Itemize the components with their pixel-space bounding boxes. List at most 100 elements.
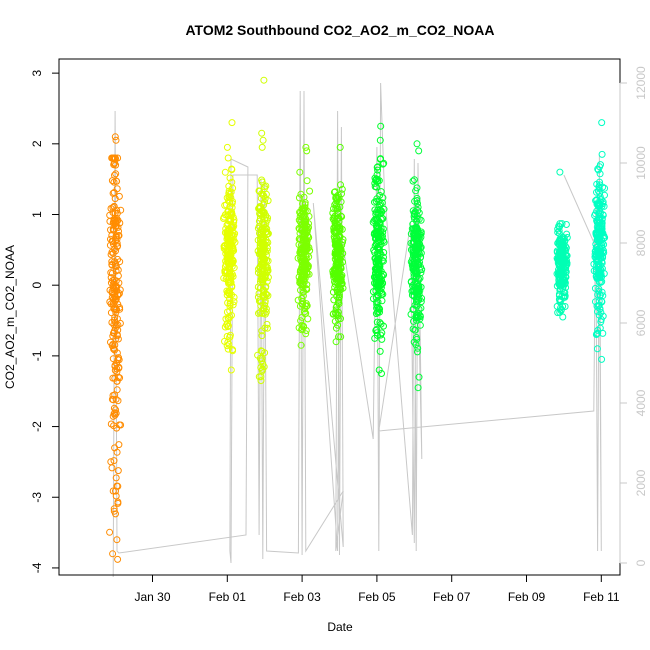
data-point xyxy=(259,228,267,236)
data-point xyxy=(225,208,232,215)
data-point xyxy=(116,258,124,266)
data-point xyxy=(226,307,234,315)
data-point xyxy=(415,373,423,381)
data-point xyxy=(112,309,120,317)
data-point xyxy=(413,140,421,148)
data-point xyxy=(302,255,310,263)
data-point xyxy=(415,147,423,155)
series-flight-7 xyxy=(407,140,426,392)
data-point xyxy=(334,321,342,329)
data-point xyxy=(259,236,267,244)
data-point xyxy=(373,278,381,286)
data-point xyxy=(109,225,117,233)
data-point xyxy=(413,293,421,301)
data-point xyxy=(223,221,231,229)
data-point xyxy=(301,235,309,243)
data-point xyxy=(110,505,118,513)
data-point xyxy=(296,229,304,237)
data-point xyxy=(260,363,268,371)
data-point xyxy=(115,441,123,449)
x-tick-label: Feb 03 xyxy=(283,590,321,604)
data-point xyxy=(261,302,269,309)
data-point xyxy=(262,214,270,222)
data-point xyxy=(110,457,118,465)
data-point xyxy=(108,248,116,256)
data-point xyxy=(107,458,115,466)
altitude-trace-layer xyxy=(112,82,602,578)
data-point xyxy=(220,245,228,252)
data-point xyxy=(114,335,122,343)
data-point xyxy=(258,129,266,137)
data-point xyxy=(108,395,116,403)
data-point xyxy=(108,319,116,326)
data-point xyxy=(335,275,343,283)
data-point xyxy=(413,269,421,277)
data-point xyxy=(598,297,606,305)
data-point xyxy=(337,181,344,189)
data-point xyxy=(597,266,605,274)
x-axis: Jan 30 Feb 01 Feb 03 Feb 05 Feb 07 Feb 09 Feb … xyxy=(134,574,620,604)
data-point xyxy=(598,239,606,247)
data-point xyxy=(303,245,311,253)
data-point xyxy=(229,198,236,205)
data-point xyxy=(115,290,123,298)
data-point xyxy=(376,319,384,327)
y2-tick-label: 8000 xyxy=(634,229,648,256)
data-point xyxy=(303,147,311,155)
data-point xyxy=(561,303,569,310)
data-point xyxy=(408,259,416,267)
data-point xyxy=(112,177,120,185)
data-point xyxy=(294,254,302,262)
series-flight-4 xyxy=(294,143,314,349)
data-point xyxy=(373,259,381,267)
data-point xyxy=(592,268,600,276)
data-point xyxy=(111,411,119,419)
data-point xyxy=(375,255,383,263)
data-point xyxy=(413,314,421,322)
data-point xyxy=(108,231,116,239)
data-point xyxy=(555,292,563,300)
data-point xyxy=(337,212,345,220)
data-point xyxy=(559,313,567,321)
data-point xyxy=(106,528,114,536)
data-point xyxy=(554,228,562,236)
data-point xyxy=(378,370,385,377)
data-point xyxy=(556,239,564,247)
data-point xyxy=(110,345,118,353)
data-point xyxy=(306,187,314,195)
data-point xyxy=(595,311,603,319)
data-point xyxy=(592,273,600,281)
data-point xyxy=(258,332,266,340)
series-flight-2 xyxy=(220,119,239,374)
y2-axis: 0 2000 4000 6000 8000 10000 12000 xyxy=(619,66,648,566)
data-point xyxy=(563,230,571,238)
y-tick-label: 3 xyxy=(30,69,44,76)
data-point xyxy=(108,269,116,277)
data-point xyxy=(224,154,232,162)
series-flight-1 xyxy=(106,133,125,563)
data-point xyxy=(411,243,419,251)
data-point xyxy=(108,258,116,266)
data-point xyxy=(297,255,305,263)
data-point xyxy=(261,349,269,357)
data-point xyxy=(332,338,340,346)
data-point xyxy=(295,194,303,202)
data-point xyxy=(594,326,602,334)
data-point xyxy=(302,264,310,272)
data-point xyxy=(338,190,345,198)
data-point xyxy=(109,295,117,303)
data-point xyxy=(302,327,310,334)
data-point xyxy=(329,310,337,318)
data-point xyxy=(108,288,116,295)
data-point xyxy=(413,197,421,204)
series-flight-8b xyxy=(590,119,609,363)
data-point xyxy=(260,192,268,200)
data-point xyxy=(260,220,268,228)
x-tick-label: Feb 01 xyxy=(209,590,247,604)
data-point xyxy=(223,287,231,295)
data-point xyxy=(331,218,339,226)
data-point xyxy=(413,311,421,319)
data-point xyxy=(258,275,266,283)
data-point xyxy=(111,216,119,224)
